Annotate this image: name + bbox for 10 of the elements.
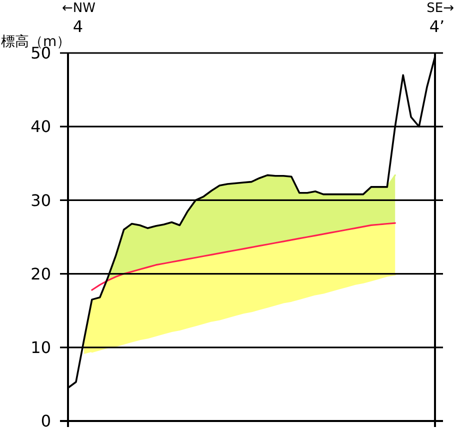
y-tick-label: 0 [40,412,51,431]
text: 4’ [429,17,445,36]
text: SE→ [426,1,454,16]
line-series [91,222,396,291]
y-tick-label: 30 [30,190,51,210]
y-tick-label: 10 [30,338,51,357]
text: 4 [72,17,84,36]
y-tick-label: 40 [30,117,51,136]
text: ←NW [62,1,96,16]
y-tick-label: 20 [30,264,51,284]
